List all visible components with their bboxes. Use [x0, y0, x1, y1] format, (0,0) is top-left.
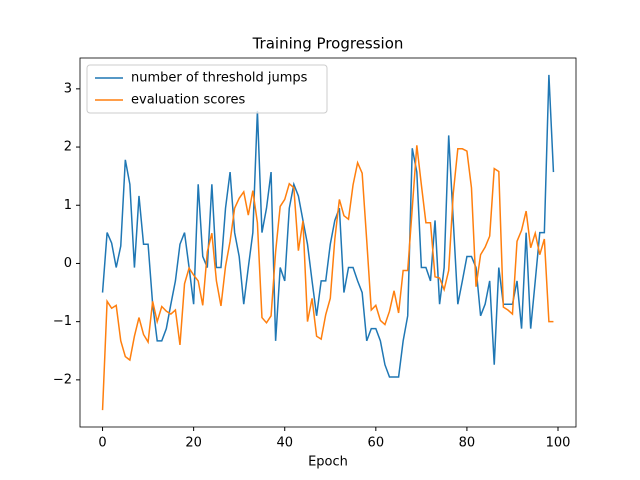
plot-frame	[79, 57, 577, 428]
y-tick-label: −1	[53, 314, 72, 329]
line-series	[101, 74, 555, 378]
line-series	[101, 145, 554, 411]
x-tick-label: 60	[368, 436, 385, 451]
legend-label: evaluation scores	[131, 93, 245, 108]
y-tick-label: 2	[64, 140, 72, 155]
legend-label: number of threshold jumps	[131, 71, 308, 86]
y-tick-label: −2	[53, 372, 72, 387]
x-tick-label: 80	[459, 436, 476, 451]
x-tick-label: 0	[98, 436, 106, 451]
y-tick-label: 1	[64, 198, 72, 213]
x-tick-label: 40	[276, 436, 293, 451]
chart-title: Training Progression	[252, 35, 404, 53]
y-tick-label: 3	[64, 81, 72, 96]
legend-box	[86, 64, 328, 114]
x-tick-label: 100	[546, 436, 571, 451]
x-tick-label: 20	[185, 436, 202, 451]
x-axis-label: Epoch	[308, 455, 348, 470]
y-tick-label: 0	[64, 256, 72, 271]
